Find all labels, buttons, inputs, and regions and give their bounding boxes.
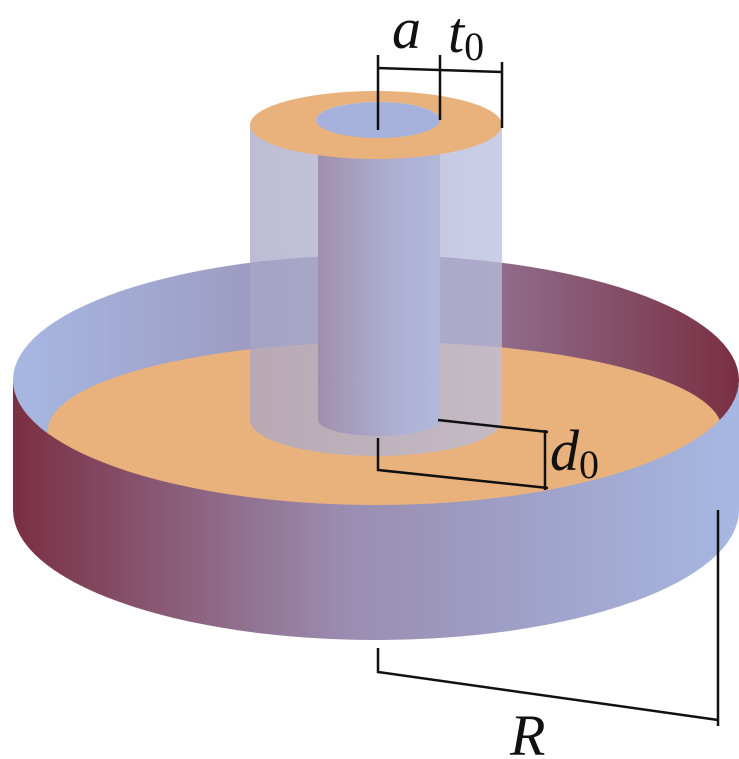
subscript: 0: [464, 24, 484, 69]
label-R: R: [509, 703, 545, 759]
symbol: d: [550, 418, 580, 483]
label-t0: t0: [448, 0, 484, 69]
subscript: 0: [579, 442, 599, 487]
symbol: R: [509, 703, 545, 759]
geometry: [13, 91, 739, 640]
symbol: a: [392, 0, 421, 61]
diagram: a t0 d0 R: [0, 0, 739, 759]
label-a: a: [392, 0, 421, 61]
outer-cylinder: [250, 125, 502, 456]
